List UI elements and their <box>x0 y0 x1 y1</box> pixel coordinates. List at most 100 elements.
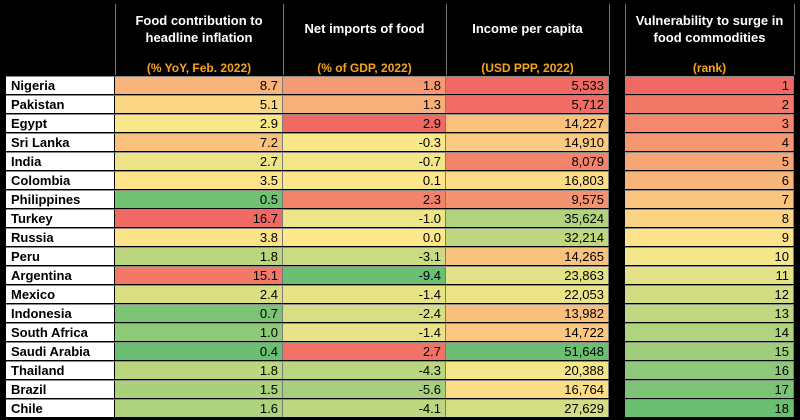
table-row: Indonesia 0.7 -2.4 13,982 13 <box>0 304 800 323</box>
cell-food: 0.5 <box>115 190 283 208</box>
cell-income: 23,863 <box>446 266 609 284</box>
table-row: Russia 3.8 0.0 32,214 9 <box>0 228 800 247</box>
table-row: South Africa 1.0 -1.4 14,722 14 <box>0 323 800 342</box>
cell-income: 20,388 <box>446 361 609 379</box>
cell-food: 3.8 <box>115 228 283 246</box>
cell-income: 8,079 <box>446 152 609 170</box>
table-row: Thailand 1.8 -4.3 20,388 16 <box>0 361 800 380</box>
cell-imports: -3.1 <box>283 247 446 265</box>
cell-rank: 1 <box>625 76 794 94</box>
cell-imports: -1.4 <box>283 285 446 303</box>
table-row: Turkey 16.7 -1.0 35,624 8 <box>0 209 800 228</box>
cell-imports: 1.8 <box>283 76 446 94</box>
cell-rank: 18 <box>625 399 794 417</box>
cell-food: 0.7 <box>115 304 283 322</box>
table-row: Saudi Arabia 0.4 2.7 51,648 15 <box>0 342 800 361</box>
country-name: Argentina <box>6 266 115 284</box>
cell-food: 16.7 <box>115 209 283 227</box>
column-header-income: Income per capita (USD PPP, 2022) <box>446 0 609 76</box>
cell-income: 5,533 <box>446 76 609 94</box>
table-row: Colombia 3.5 0.1 16,803 6 <box>0 171 800 190</box>
column-unit-rank: (rank) <box>692 61 727 75</box>
cell-income: 14,910 <box>446 133 609 151</box>
header-divider <box>609 4 610 75</box>
cell-food: 5.1 <box>115 95 283 113</box>
country-name: Colombia <box>6 171 115 189</box>
cell-imports: 2.7 <box>283 342 446 360</box>
cell-imports: -2.4 <box>283 304 446 322</box>
cell-imports: -4.1 <box>283 399 446 417</box>
cell-income: 13,982 <box>446 304 609 322</box>
cell-food: 1.5 <box>115 380 283 398</box>
country-name: Brazil <box>6 380 115 398</box>
cell-food: 15.1 <box>115 266 283 284</box>
cell-income: 9,575 <box>446 190 609 208</box>
cell-rank: 13 <box>625 304 794 322</box>
cell-food: 8.7 <box>115 76 283 94</box>
country-name: Peru <box>6 247 115 265</box>
cell-rank: 17 <box>625 380 794 398</box>
cell-income: 14,722 <box>446 323 609 341</box>
country-name: Russia <box>6 228 115 246</box>
cell-imports: -1.4 <box>283 323 446 341</box>
table-row: Argentina 15.1 -9.4 23,863 11 <box>0 266 800 285</box>
header-divider <box>115 4 116 75</box>
cell-income: 16,764 <box>446 380 609 398</box>
cell-income: 22,053 <box>446 285 609 303</box>
cell-imports: 2.3 <box>283 190 446 208</box>
column-title-rank: Vulnerability to surge in food commoditi… <box>635 13 784 45</box>
country-name: Sri Lanka <box>6 133 115 151</box>
column-header-food: Food contribution to headline inflation (… <box>115 0 283 76</box>
column-unit-imports: (% of GDP, 2022) <box>317 61 412 75</box>
cell-food: 2.9 <box>115 114 283 132</box>
table-row: Philippines 0.5 2.3 9,575 7 <box>0 190 800 209</box>
cell-rank: 9 <box>625 228 794 246</box>
cell-imports: 2.9 <box>283 114 446 132</box>
cell-rank: 3 <box>625 114 794 132</box>
cell-rank: 11 <box>625 266 794 284</box>
table-row: Mexico 2.4 -1.4 22,053 12 <box>0 285 800 304</box>
cell-rank: 12 <box>625 285 794 303</box>
table-row: Egypt 2.9 2.9 14,227 3 <box>0 114 800 133</box>
cell-income: 5,712 <box>446 95 609 113</box>
cell-food: 1.0 <box>115 323 283 341</box>
table-row: Sri Lanka 7.2 -0.3 14,910 4 <box>0 133 800 152</box>
cell-imports: -1.0 <box>283 209 446 227</box>
country-name: Chile <box>6 399 115 417</box>
cell-rank: 2 <box>625 95 794 113</box>
cell-imports: -0.7 <box>283 152 446 170</box>
cell-food: 1.6 <box>115 399 283 417</box>
cell-income: 16,803 <box>446 171 609 189</box>
cell-imports: -9.4 <box>283 266 446 284</box>
header-divider <box>446 4 447 75</box>
country-name: South Africa <box>6 323 115 341</box>
cell-imports: -0.3 <box>283 133 446 151</box>
cell-rank: 8 <box>625 209 794 227</box>
cell-imports: 1.3 <box>283 95 446 113</box>
column-unit-income: (USD PPP, 2022) <box>481 61 574 75</box>
table-row: Peru 1.8 -3.1 14,265 10 <box>0 247 800 266</box>
cell-income: 27,629 <box>446 399 609 417</box>
cell-food: 7.2 <box>115 133 283 151</box>
cell-rank: 4 <box>625 133 794 151</box>
cell-rank: 5 <box>625 152 794 170</box>
country-name: Turkey <box>6 209 115 227</box>
country-name: Saudi Arabia <box>6 342 115 360</box>
header-divider <box>283 4 284 75</box>
country-name: India <box>6 152 115 170</box>
cell-imports: -5.6 <box>283 380 446 398</box>
cell-imports: -4.3 <box>283 361 446 379</box>
column-unit-food: (% YoY, Feb. 2022) <box>146 61 252 75</box>
table-row: Chile 1.6 -4.1 27,629 18 <box>0 399 800 418</box>
cell-food: 1.8 <box>115 361 283 379</box>
country-name: Thailand <box>6 361 115 379</box>
column-header-imports: Net imports of food (% of GDP, 2022) <box>283 0 446 76</box>
table-row: Nigeria 8.7 1.8 5,533 1 <box>0 76 800 95</box>
header-divider <box>794 4 795 75</box>
table-row: Pakistan 5.1 1.3 5,712 2 <box>0 95 800 114</box>
country-name: Philippines <box>6 190 115 208</box>
country-name: Nigeria <box>6 76 115 94</box>
header-divider <box>625 4 626 75</box>
column-title-food: Food contribution to headline inflation <box>135 13 263 45</box>
column-title-income: Income per capita <box>472 21 583 36</box>
